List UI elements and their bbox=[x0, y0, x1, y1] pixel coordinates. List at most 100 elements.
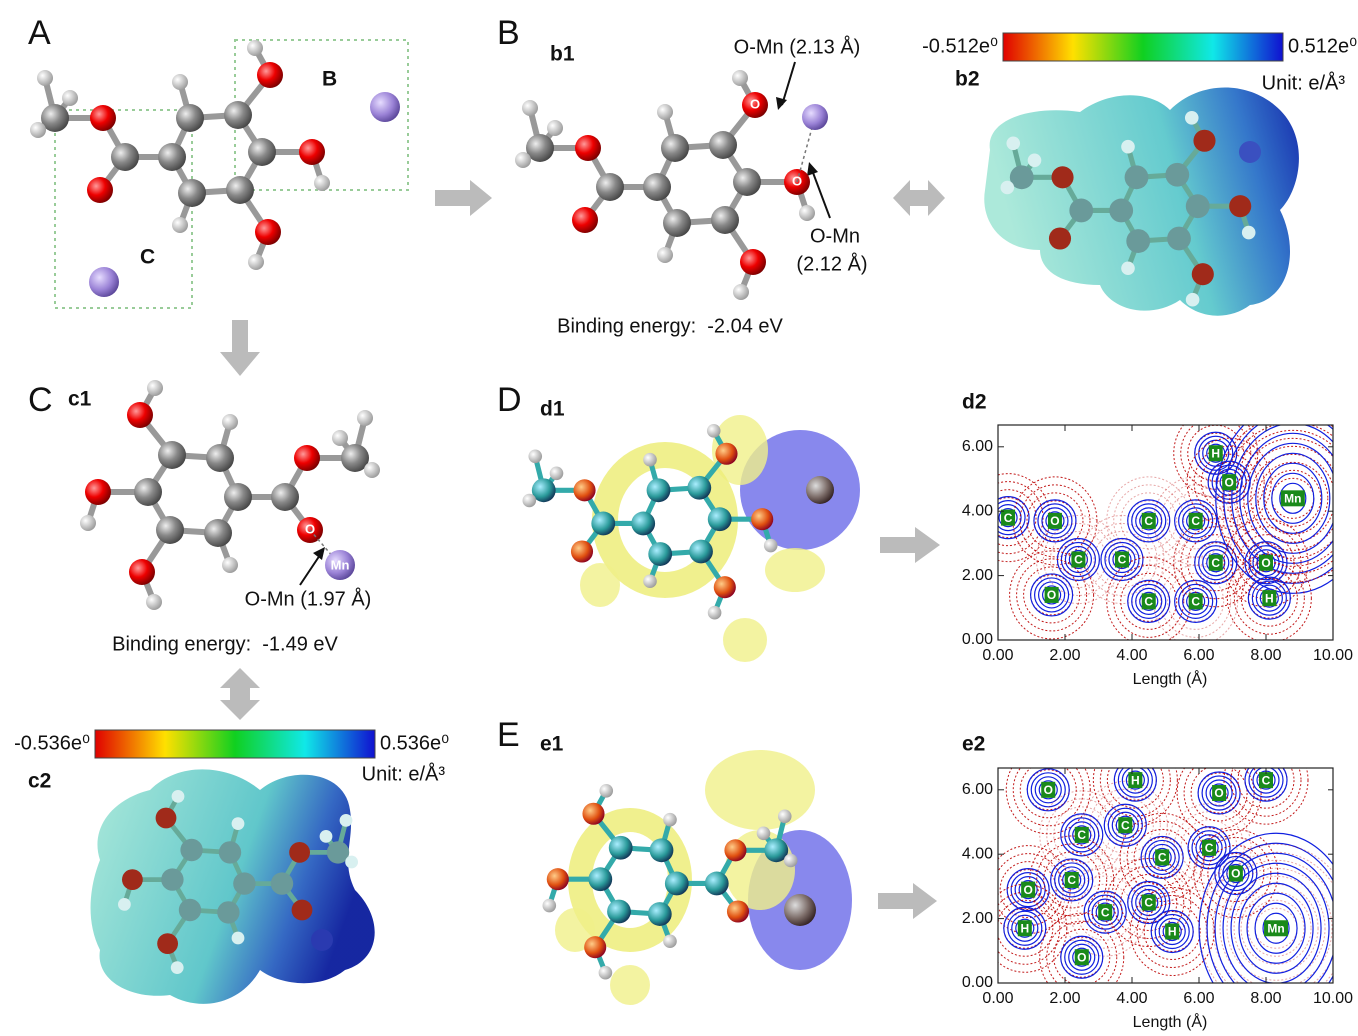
mn-atom bbox=[806, 476, 834, 504]
atom bbox=[657, 247, 673, 263]
atom-label: C bbox=[1144, 514, 1153, 528]
atom bbox=[85, 479, 111, 505]
atom bbox=[255, 219, 281, 245]
x-tick-label: 10.00 bbox=[1313, 990, 1353, 1007]
atom bbox=[299, 139, 325, 165]
atom bbox=[1121, 261, 1135, 275]
atom bbox=[111, 143, 139, 171]
atom bbox=[332, 430, 348, 446]
annotation: O-Mn (2.13 Å) bbox=[734, 35, 861, 58]
atom bbox=[643, 173, 671, 201]
atom bbox=[740, 249, 766, 275]
x-tick-label: 8.00 bbox=[1250, 990, 1281, 1007]
sub-label: c1 bbox=[68, 388, 92, 411]
x-tick-label: 6.00 bbox=[1183, 647, 1214, 664]
atom bbox=[178, 179, 206, 207]
atom bbox=[663, 209, 691, 237]
atom-label: C bbox=[1101, 905, 1110, 919]
atom bbox=[572, 207, 598, 233]
atom bbox=[1186, 293, 1200, 307]
atom bbox=[1028, 154, 1042, 168]
sub-label: d2 bbox=[962, 391, 987, 414]
atom bbox=[232, 817, 245, 830]
dotted-box bbox=[55, 110, 192, 308]
atom bbox=[715, 443, 737, 465]
pointer bbox=[812, 170, 830, 218]
atom bbox=[708, 507, 732, 531]
atom bbox=[1121, 140, 1135, 154]
y-tick-label: 0.00 bbox=[962, 974, 993, 991]
atom bbox=[1165, 163, 1189, 187]
y-tick-label: 2.00 bbox=[962, 567, 993, 584]
atom bbox=[687, 476, 711, 500]
atom-label: C bbox=[1077, 828, 1086, 842]
atom bbox=[158, 441, 186, 469]
atom-label: O bbox=[1224, 475, 1233, 489]
atom-label: C bbox=[1205, 841, 1214, 855]
atom bbox=[1167, 227, 1191, 251]
atom-label: H bbox=[1131, 773, 1140, 787]
atom bbox=[631, 512, 655, 536]
atom-label: C bbox=[1144, 595, 1153, 609]
atom bbox=[247, 40, 263, 56]
atom-label: C bbox=[1262, 773, 1271, 787]
atom bbox=[224, 101, 252, 129]
atom bbox=[172, 217, 188, 233]
atom-label: H bbox=[1265, 591, 1274, 605]
color-bar bbox=[95, 730, 375, 758]
atom bbox=[657, 104, 673, 120]
atom-label: O bbox=[750, 96, 760, 111]
colorbar-min: -0.536e⁰ bbox=[14, 732, 90, 754]
atom bbox=[607, 900, 631, 924]
atom bbox=[171, 961, 184, 974]
colorbar-max: 0.536e⁰ bbox=[380, 732, 449, 754]
atom bbox=[550, 467, 564, 481]
atom bbox=[129, 559, 155, 585]
panel-letter: C bbox=[28, 381, 53, 419]
atom bbox=[364, 462, 380, 478]
atom-label: C bbox=[1004, 511, 1013, 525]
atom-label: O bbox=[1214, 786, 1223, 800]
atom bbox=[257, 62, 283, 88]
atom-label: Mn bbox=[1284, 491, 1301, 505]
box-label: B bbox=[322, 68, 337, 91]
atom bbox=[1229, 195, 1251, 217]
atom bbox=[222, 557, 238, 573]
atom bbox=[217, 901, 239, 923]
color-bar bbox=[1003, 33, 1283, 61]
sub-label: e2 bbox=[962, 733, 985, 756]
atom bbox=[547, 120, 563, 136]
x-axis-label: Length (Å) bbox=[1133, 669, 1208, 688]
atom bbox=[1052, 166, 1074, 188]
atom bbox=[588, 867, 612, 891]
atom bbox=[248, 254, 264, 270]
atom bbox=[232, 932, 245, 945]
atom bbox=[80, 515, 96, 531]
atom bbox=[224, 483, 252, 511]
x-tick-label: 10.00 bbox=[1313, 647, 1353, 664]
atom bbox=[523, 494, 537, 508]
atom-label: O bbox=[1231, 867, 1240, 881]
atom bbox=[118, 898, 131, 911]
unit: Unit: e/Å³ bbox=[1262, 71, 1346, 94]
atom bbox=[161, 868, 183, 890]
atom bbox=[528, 450, 542, 464]
contour-plot bbox=[983, 736, 1353, 1023]
atom bbox=[1185, 111, 1199, 125]
x-tick-label: 6.00 bbox=[1183, 990, 1214, 1007]
atom bbox=[515, 152, 531, 168]
atom bbox=[233, 872, 255, 894]
plots: COCOCCCCCCHOMnOH0.002.004.006.008.0010.0… bbox=[962, 403, 1358, 1031]
atom bbox=[727, 900, 749, 922]
colorbar-max: 0.512e⁰ bbox=[1288, 35, 1357, 57]
atom bbox=[180, 839, 202, 861]
atom bbox=[1049, 227, 1071, 249]
atom bbox=[314, 175, 330, 191]
sub-label: b2 bbox=[955, 68, 980, 91]
atom bbox=[90, 105, 116, 131]
atom bbox=[582, 803, 604, 825]
atom bbox=[584, 936, 606, 958]
atom bbox=[222, 414, 238, 430]
sub-label: c2 bbox=[28, 770, 51, 793]
y-tick-label: 0.00 bbox=[962, 631, 993, 648]
